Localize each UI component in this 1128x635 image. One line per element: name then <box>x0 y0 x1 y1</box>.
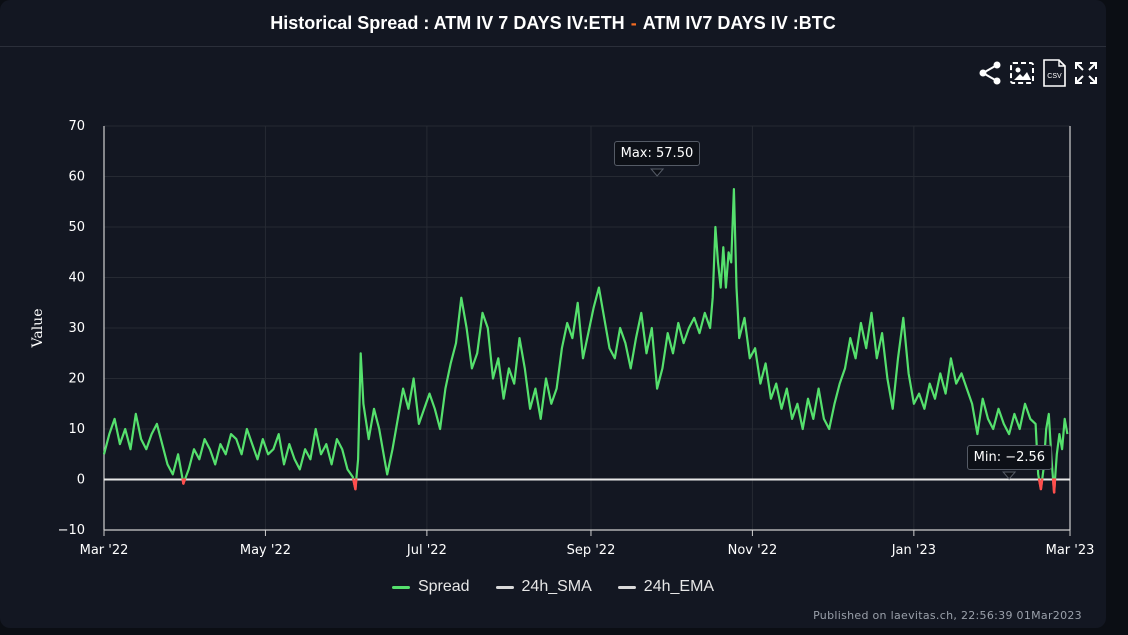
fullscreen-icon[interactable] <box>1072 59 1100 87</box>
chart-title: Historical Spread : ATM IV 7 DAYS IV:ETH… <box>0 0 1106 47</box>
legend-swatch <box>495 585 514 589</box>
legend-swatch <box>391 585 410 589</box>
legend-item-sma[interactable]: 24h_SMA <box>495 578 592 596</box>
legend-label: 24h_EMA <box>643 578 715 595</box>
y-tick-label: 20 <box>68 372 85 387</box>
series-layer <box>102 168 1070 494</box>
max-tooltip-pointer <box>650 168 665 177</box>
published-credit: Published on laevitas.ch, 22:56:39 01Mar… <box>813 609 1082 622</box>
title-part1: Historical Spread : ATM IV 7 DAYS IV:ETH <box>270 12 625 33</box>
x-tick-label: Jan '23 <box>891 543 936 558</box>
chart-panel: Historical Spread : ATM IV 7 DAYS IV:ETH… <box>0 0 1106 628</box>
spread-negative-segment <box>182 478 187 485</box>
legend-swatch <box>617 585 636 589</box>
y-tick-label: 70 <box>68 119 85 134</box>
max-tooltip: Max: 57.50 <box>613 141 701 166</box>
y-axis-label: Value <box>30 309 46 349</box>
x-tick-label: Sep '22 <box>567 543 616 558</box>
grid <box>103 125 1071 531</box>
y-tick-label: −10 <box>58 523 85 538</box>
title-part2: ATM IV7 DAYS IV :BTC <box>642 12 836 33</box>
min-tooltip-pointer <box>1002 471 1017 480</box>
min-tooltip: Min: −2.56 <box>966 445 1053 470</box>
x-tick-label: Jul '22 <box>406 543 447 558</box>
legend-item-spread[interactable]: Spread <box>391 578 470 596</box>
image-export-icon[interactable] <box>1008 59 1036 87</box>
spread-line <box>102 188 1069 494</box>
x-tick-label: May '22 <box>240 543 291 558</box>
spread-negative-segment <box>354 478 358 491</box>
axes: −10 0 10 20 30 40 50 60 70 Mar '22 May '22 Jul '22 S… <box>58 119 1095 558</box>
legend-item-ema[interactable]: 24h_EMA <box>617 578 715 596</box>
share-icon[interactable] <box>976 59 1004 87</box>
legend-label: Spread <box>417 578 470 595</box>
y-tick-label: 60 <box>68 170 85 185</box>
y-tick-label: 30 <box>68 321 85 336</box>
x-tick-label: Mar '22 <box>80 543 129 558</box>
csv-label: CSV <box>1047 73 1062 80</box>
chart-toolbar: CSV <box>976 58 1100 88</box>
title-separator: - <box>630 12 637 33</box>
y-tick-label: 0 <box>77 473 85 488</box>
legend-label: 24h_SMA <box>521 578 592 595</box>
y-tick-label: 40 <box>68 271 85 286</box>
x-tick-label: Nov '22 <box>728 543 778 558</box>
y-tick-label: 50 <box>68 220 85 235</box>
y-tick-label: 10 <box>68 422 85 437</box>
spread-negative-segment <box>1052 478 1057 494</box>
chart-legend: Spread 24h_SMA 24h_EMA <box>0 578 1106 596</box>
x-tick-label: Mar '23 <box>1046 543 1095 558</box>
spread-negative-segment <box>1039 478 1044 491</box>
csv-export-icon[interactable]: CSV <box>1040 59 1068 87</box>
